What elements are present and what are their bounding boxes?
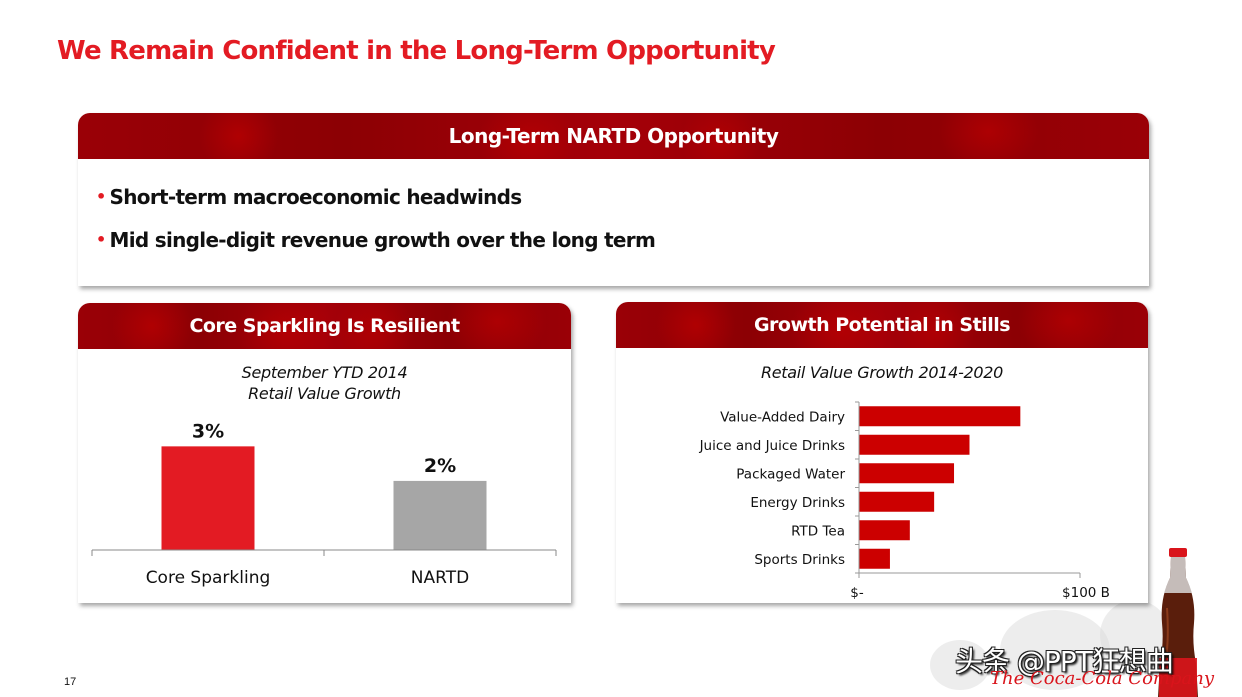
- bullet-icon: •: [96, 187, 106, 206]
- category-label: NARTD: [411, 568, 469, 588]
- slide-title: We Remain Confident in the Long-Term Opp…: [57, 36, 776, 66]
- bar-sports-drinks: [859, 548, 890, 569]
- page-number: 17: [64, 676, 77, 688]
- retail-growth-column-chart: 3% Core Sparkling 2% NARTD: [91, 420, 557, 588]
- category-label: Sports Drinks: [754, 552, 845, 568]
- stills-growth-bar-chart: Value-Added Dairy Juice and Juice Drinks P…: [699, 401, 1110, 601]
- bar-energy-drinks: [859, 491, 935, 512]
- x-tick-label: $-: [850, 585, 864, 601]
- category-label: Juice and Juice Drinks: [699, 438, 845, 454]
- coke-bottle-image: [1158, 548, 1198, 697]
- data-label: 3%: [192, 420, 224, 442]
- bullet-icon: •: [96, 230, 106, 249]
- bar-core-sparkling: [161, 446, 255, 550]
- nartd-opportunity-panel: Long-Term NARTD Opportunity • Short-term…: [78, 113, 1149, 286]
- bullet-text: Mid single-digit revenue growth over the…: [109, 227, 656, 252]
- chart-subtitle: September YTD 2014 Retail Value Growth: [78, 362, 571, 404]
- bar-juice-and-juice-drinks: [859, 434, 970, 455]
- panel-header: Long-Term NARTD Opportunity: [78, 113, 1149, 159]
- background-bokeh: [1100, 600, 1170, 670]
- panel-header: Growth Potential in Stills: [616, 302, 1148, 348]
- chart-subtitle: Retail Value Growth 2014-2020: [760, 363, 1004, 382]
- category-label: Value-Added Dairy: [720, 409, 845, 425]
- category-label: Energy Drinks: [750, 495, 845, 511]
- bar-packaged-water: [859, 463, 955, 484]
- bar-nartd: [393, 480, 487, 550]
- background-bokeh: [1000, 610, 1110, 690]
- company-logo: The Coca-Cola Company: [990, 668, 1214, 689]
- data-label: 2%: [424, 455, 456, 477]
- x-tick-label: $100 B: [1062, 585, 1110, 601]
- bullet-item: • Mid single-digit revenue growth over t…: [96, 218, 1149, 261]
- background-bokeh: [930, 640, 990, 690]
- category-label: RTD Tea: [791, 523, 845, 539]
- chart-subtitle-line2: Retail Value Growth: [248, 384, 401, 403]
- bullet-list: • Short-term macroeconomic headwinds • M…: [78, 159, 1149, 261]
- panel-header: Core Sparkling Is Resilient: [78, 303, 571, 349]
- bullet-text: Short-term macroeconomic headwinds: [109, 184, 523, 209]
- core-sparkling-panel: Core Sparkling Is Resilient September YT…: [78, 303, 571, 603]
- watermark-text: 头条 @PPT狂想曲: [955, 645, 1174, 678]
- bullet-item: • Short-term macroeconomic headwinds: [96, 175, 1149, 218]
- category-label: Core Sparkling: [146, 568, 271, 588]
- stills-growth-panel: Growth Potential in Stills Retail Value …: [616, 302, 1148, 603]
- bar-rtd-tea: [859, 520, 910, 541]
- category-label: Packaged Water: [736, 466, 845, 482]
- bar-value-added-dairy: [859, 406, 1021, 427]
- chart-subtitle-line1: September YTD 2014: [241, 363, 408, 382]
